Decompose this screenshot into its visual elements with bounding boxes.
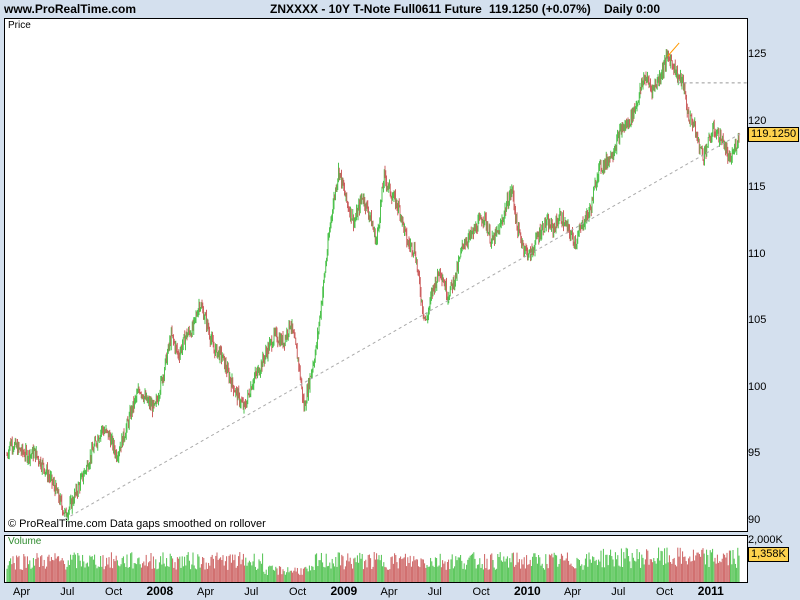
time-tick-label: 2008 <box>146 584 174 598</box>
time-tick-label: Jul <box>427 586 442 598</box>
chart-header: www.ProRealTime.com ZNXXXX - 10Y T-Note … <box>0 0 800 18</box>
time-tick-label: Apr <box>380 586 398 598</box>
price-tick-label: 100 <box>748 380 767 393</box>
price-panel[interactable]: Price © ProRealTime.com Data gaps smooth… <box>4 18 748 532</box>
time-tick-label: 2009 <box>330 584 358 598</box>
price-panel-label: Price <box>8 20 31 31</box>
price-tick-label: 95 <box>748 447 761 460</box>
time-tick-label: Apr <box>564 586 582 598</box>
volume-axis-tick: 2,000K <box>748 534 783 546</box>
last-price-tag: 119.1250 <box>748 126 800 142</box>
price-bars <box>6 49 740 522</box>
resistance-segment <box>667 42 680 57</box>
price-chart[interactable] <box>5 19 747 531</box>
price-tick-label: 120 <box>748 114 767 127</box>
site-name[interactable]: www.ProRealTime.com <box>4 2 137 16</box>
price-tick-label: 110 <box>748 247 766 260</box>
last-volume-tag: 1,358K <box>748 546 789 562</box>
price-tick-label: 105 <box>748 314 767 327</box>
price-tick-label: 115 <box>748 181 766 194</box>
time-tick-label: Jul <box>611 586 626 598</box>
time-tick-label: Apr <box>197 586 215 598</box>
time-tick-label: Oct <box>105 586 123 598</box>
chart-period[interactable]: Daily 0:00 <box>604 2 661 16</box>
volume-panel[interactable]: Volume <box>4 535 748 583</box>
price-tick-label: 90 <box>748 513 761 526</box>
time-tick-label: Jul <box>60 586 75 598</box>
time-tick-label: 2010 <box>513 584 541 598</box>
time-tick-label: 2011 <box>697 584 724 598</box>
time-tick-label: Oct <box>289 586 307 598</box>
time-tick-label: Apr <box>13 586 31 598</box>
support-trendline <box>65 132 742 520</box>
copyright-footnote: © ProRealTime.com Data gaps smoothed on … <box>8 518 266 530</box>
price-tick-label: 125 <box>748 48 767 61</box>
volume-panel-label: Volume <box>8 536 42 547</box>
volume-bars <box>6 547 740 582</box>
time-tick-label: Oct <box>472 586 490 598</box>
time-tick-label: Jul <box>244 586 259 598</box>
last-price-change: 119.1250 (+0.07%) <box>489 2 591 16</box>
instrument-title: ZNXXXX - 10Y T-Note Full0611 Future <box>270 2 482 16</box>
volume-chart[interactable] <box>5 536 747 582</box>
time-tick-label: Oct <box>656 586 674 598</box>
